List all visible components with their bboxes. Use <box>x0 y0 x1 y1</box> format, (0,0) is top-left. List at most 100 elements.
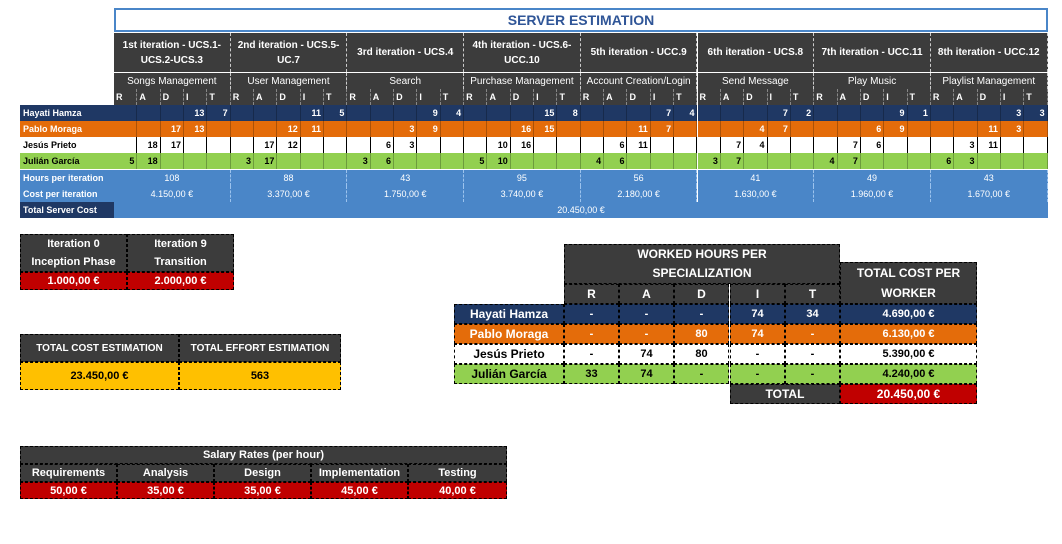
role-letter-header: A <box>137 89 161 105</box>
worked-hours-cell: 74 <box>619 364 674 384</box>
total-cost-per-worker-line2: WORKER <box>881 286 936 300</box>
worker-total-cost: 4.240,00 € <box>840 364 977 384</box>
hours-cell: 3 <box>230 153 255 169</box>
hours-cell <box>720 121 745 137</box>
hours-cell: 7 <box>767 105 791 121</box>
hours-cell <box>370 105 395 121</box>
hours-cell <box>580 121 605 137</box>
hours-cell <box>487 121 511 137</box>
salary-rate-header: Implementation <box>311 464 408 482</box>
hours-cell <box>907 137 931 153</box>
hours-cell: 4 <box>744 137 768 153</box>
role-letter-header: R <box>930 89 955 105</box>
worked-hours-cell: - <box>564 344 619 364</box>
feature-header: Account Creation/Login <box>580 73 698 89</box>
hours-cell <box>650 137 675 153</box>
hours-cell: 11 <box>977 121 1001 137</box>
hours-cell: 17 <box>160 137 184 153</box>
hours-cell <box>744 153 768 169</box>
hours-cell <box>207 137 231 153</box>
hours-cell <box>464 105 488 121</box>
hours-cell <box>954 121 978 137</box>
hours-cell: 11 <box>627 137 651 153</box>
total-cost-per-worker-line1: TOTAL COST PER <box>856 266 961 280</box>
hours-cell: 12 <box>277 121 301 137</box>
total-server-cost-label: Total Server Cost <box>20 202 114 218</box>
salary-rate-header: Requirements <box>20 464 117 482</box>
hours-cell <box>650 153 675 169</box>
hours-cell: 4 <box>580 153 605 169</box>
iteration-header: 8th iteration - UCC.12 <box>930 33 1048 72</box>
role-letter-header: R <box>580 89 605 105</box>
role-letter-header: D <box>860 89 885 105</box>
hours-cell <box>464 121 488 137</box>
hours-cell <box>907 121 931 137</box>
hours-cell: 4 <box>674 105 698 121</box>
hours-cell: 3 <box>1024 105 1048 121</box>
hours-cell: 13 <box>184 105 208 121</box>
hours-cell <box>207 153 231 169</box>
hours-cell: 13 <box>184 121 208 137</box>
worked-hours-cell: 80 <box>674 344 729 364</box>
feature-header: User Management <box>230 73 348 89</box>
worked-hours-cell: - <box>785 324 840 344</box>
hours-cell: 11 <box>300 121 325 137</box>
worker-name: Pablo Moraga <box>20 121 114 137</box>
hours-cell: 3 <box>394 137 418 153</box>
role-letter-header: A <box>604 89 628 105</box>
iteration-header: 6th iteration - UCS.8 <box>697 33 815 72</box>
hours-cell <box>674 137 698 153</box>
worked-hours-cell: 74 <box>619 344 674 364</box>
hours-cell <box>230 121 255 137</box>
worked-hours-cell: - <box>730 364 785 384</box>
iteration-header: 3rd iteration - UCS.4 <box>347 33 465 72</box>
hours-cell <box>837 105 861 121</box>
hours-cell <box>114 121 138 137</box>
worked-hours-title: WORKED HOURS PER SPECIALIZATION <box>564 244 840 284</box>
worked-col-header: D <box>674 284 729 304</box>
hours-cell: 9 <box>417 121 441 137</box>
iteration-0-label: Iteration 0 <box>47 238 100 250</box>
iteration-0-header: Iteration 0 Inception Phase <box>20 234 127 272</box>
inception-phase-label: Inception Phase <box>31 256 116 268</box>
iteration-header: 7th iteration - UCC.11 <box>814 33 931 72</box>
iteration-header: 2nd iteration - UCS.5-UC.7 <box>230 33 348 72</box>
role-letter-header: A <box>254 89 278 105</box>
worker-total-cost: 5.390,00 € <box>840 344 977 364</box>
worked-total-value: 20.450,00 € <box>840 384 977 404</box>
hours-cell: 17 <box>254 137 278 153</box>
role-letter-header: I <box>184 89 208 105</box>
role-letter-header: I <box>650 89 675 105</box>
worked-hours-cell: - <box>785 344 840 364</box>
worked-hours-cell: 34 <box>785 304 840 324</box>
hours-cell <box>557 121 581 137</box>
hours-cell: 6 <box>860 137 885 153</box>
hours-cell <box>114 137 138 153</box>
hours-cell <box>184 137 208 153</box>
role-letter-header: T <box>907 89 931 105</box>
hours-cell <box>230 137 255 153</box>
hours-cell: 2 <box>790 105 815 121</box>
hours-cell <box>184 153 208 169</box>
hours-cell <box>394 153 418 169</box>
worker-total-cost: 6.130,00 € <box>840 324 977 344</box>
role-letter-header: R <box>464 89 488 105</box>
hours-cell <box>884 137 908 153</box>
cost-per-iteration-value: 1.750,00 € <box>347 186 465 202</box>
hours-cell: 12 <box>277 137 301 153</box>
hours-cell <box>580 105 605 121</box>
role-letter-header: I <box>300 89 325 105</box>
worked-hours-cell: 74 <box>730 324 785 344</box>
role-letter-header: I <box>1000 89 1025 105</box>
hours-per-iteration-label: Hours per iteration <box>20 170 114 186</box>
hours-cell: 9 <box>417 105 441 121</box>
iteration-header: 5th iteration - UCC.9 <box>580 33 698 72</box>
hours-cell <box>370 121 395 137</box>
worker-total-cost: 4.690,00 € <box>840 304 977 324</box>
hours-cell <box>417 137 441 153</box>
worked-worker-name: Hayati Hamza <box>454 304 564 324</box>
total-cost-estimation-value: 23.450,00 € <box>20 362 179 390</box>
hours-cell <box>557 137 581 153</box>
hours-cell <box>114 105 138 121</box>
cost-per-iteration-value: 4.150,00 € <box>114 186 231 202</box>
